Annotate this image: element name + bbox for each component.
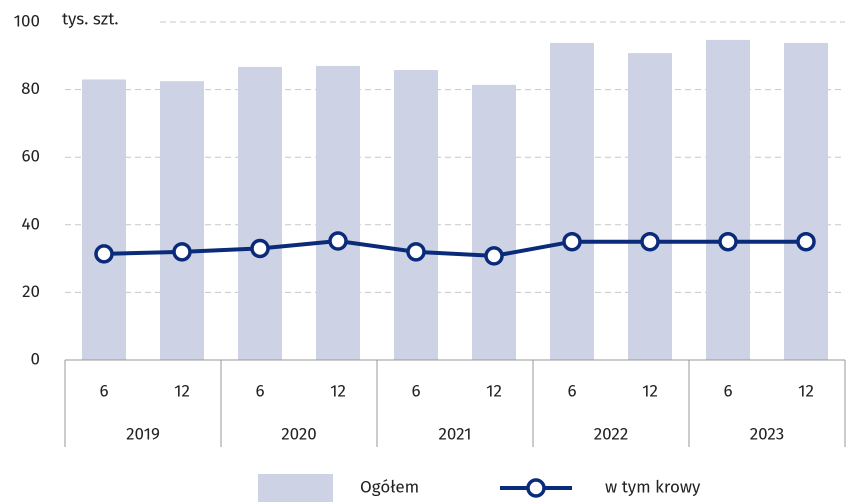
legend-label: w tym krowy — [605, 476, 701, 497]
bar — [316, 65, 360, 360]
legend-label: Ogółem — [360, 476, 419, 497]
bar — [82, 79, 126, 361]
point — [406, 242, 426, 262]
bar — [628, 53, 672, 360]
x-tick-label: 12 — [642, 380, 658, 401]
y-tick-label: 100 — [14, 10, 40, 31]
x-tick-label: 6 — [723, 380, 732, 401]
bar — [784, 42, 828, 361]
year-label: 2022 — [594, 423, 629, 444]
point — [172, 242, 192, 262]
x-tick-label: 12 — [174, 380, 190, 401]
x-tick-label: 6 — [255, 380, 264, 401]
point — [94, 244, 114, 264]
y-tick-label: 80 — [21, 78, 40, 99]
year-label: 2019 — [126, 423, 160, 444]
point — [796, 231, 816, 252]
point — [250, 238, 270, 259]
x-tick-label: 6 — [567, 380, 576, 401]
y-tick-label: 60 — [21, 146, 40, 167]
y-tick-label: 0 — [31, 348, 41, 369]
y-tick-label: 40 — [21, 213, 40, 234]
x-tick-label: 12 — [798, 380, 814, 401]
bar — [394, 69, 438, 360]
line — [103, 239, 806, 258]
x-tick-label: 6 — [99, 380, 108, 401]
point — [718, 231, 738, 252]
unit-label: tys. szt. — [62, 8, 118, 29]
point — [562, 231, 582, 252]
legend-marker — [526, 478, 546, 498]
x-tick-label: 12 — [486, 380, 502, 401]
bar — [160, 81, 204, 361]
bar — [472, 84, 516, 361]
bar — [550, 42, 594, 361]
bar — [238, 66, 282, 360]
year-label: 2021 — [438, 423, 471, 444]
point — [640, 231, 660, 252]
year-label: 2020 — [281, 423, 317, 444]
point — [484, 246, 504, 266]
legend-swatch — [258, 474, 333, 502]
y-tick-label: 20 — [22, 281, 40, 302]
x-tick-label: 6 — [411, 380, 420, 401]
point — [328, 231, 348, 251]
bar — [706, 39, 750, 360]
x-tick-label: 12 — [330, 380, 346, 401]
year-label: 2023 — [750, 423, 785, 444]
